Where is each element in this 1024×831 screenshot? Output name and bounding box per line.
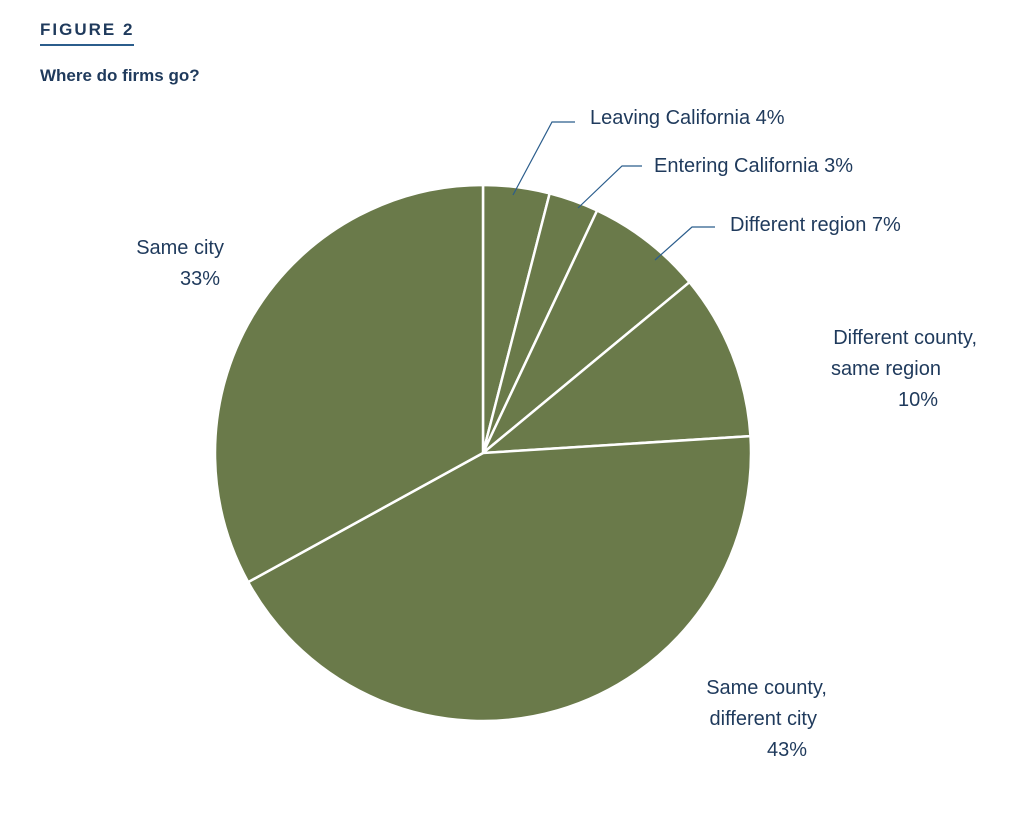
chart-title: Where do firms go? [40, 66, 200, 85]
slice-label: Different region 7% [730, 214, 901, 236]
slice-label: 10% [898, 389, 938, 411]
leader-line [512, 121, 575, 196]
slice-label: Different county, [833, 327, 977, 349]
slice-label: 33% [180, 268, 220, 290]
leader-line [577, 165, 642, 209]
leader-line [654, 226, 715, 261]
pie-slice [481, 280, 752, 455]
slice-label: Leaving California 4% [590, 107, 785, 129]
pie-slice [246, 434, 753, 723]
slice-label: Same county, [706, 677, 827, 699]
slice-label: same region [831, 358, 941, 380]
pie-slice [481, 209, 691, 455]
figure-label: FIGURE 2 [40, 20, 135, 46]
slice-label: Same city [136, 237, 224, 259]
pie-slice [213, 183, 485, 584]
slice-label: Entering California 3% [654, 155, 853, 177]
slice-label: different city [710, 708, 817, 730]
slice-label: 43% [767, 739, 807, 761]
